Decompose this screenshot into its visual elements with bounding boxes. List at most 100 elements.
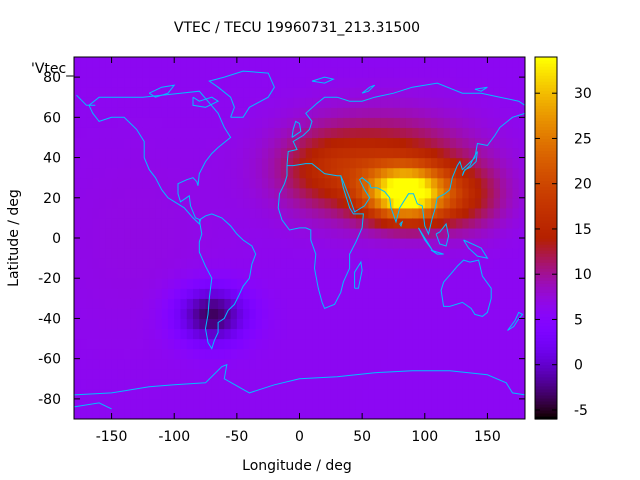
heatmap-cell: [362, 358, 369, 370]
heatmap-cell: [474, 348, 482, 360]
heatmap-cell: [481, 87, 489, 98]
heatmap-cell: [387, 117, 395, 128]
heatmap-cell: [499, 117, 507, 128]
heatmap-cell: [293, 378, 301, 390]
heatmap-cell: [274, 368, 282, 380]
heatmap-cell: [343, 298, 351, 309]
heatmap-cell: [437, 258, 445, 269]
colorbar-step: [535, 283, 557, 287]
heatmap-cell: [368, 87, 376, 98]
heatmap-cell: [130, 117, 138, 128]
heatmap-cell: [437, 288, 445, 299]
heatmap-cell: [211, 87, 219, 98]
heatmap-cell: [305, 137, 313, 149]
heatmap-cell: [337, 278, 344, 289]
heatmap-cell: [512, 308, 520, 320]
heatmap-cell: [261, 398, 269, 410]
heatmap-cell: [117, 177, 125, 189]
heatmap-cell: [111, 197, 119, 209]
heatmap-cell: [487, 248, 495, 259]
heatmap-cell: [92, 298, 100, 309]
heatmap-cell: [280, 288, 288, 299]
heatmap-cell: [487, 87, 495, 98]
heatmap-cell: [512, 127, 520, 139]
heatmap-cell: [374, 207, 382, 219]
colorbar-step: [535, 385, 557, 390]
heatmap-cell: [105, 197, 113, 209]
colorbar-step: [535, 198, 557, 203]
heatmap-cell: [499, 338, 507, 350]
heatmap-cell: [274, 227, 282, 239]
heatmap-cell: [105, 248, 113, 259]
heatmap-cell: [468, 107, 476, 118]
heatmap-cell: [412, 207, 420, 219]
colorbar-frame: [534, 56, 558, 420]
heatmap-cell: [111, 398, 119, 410]
heatmap-cell: [393, 177, 401, 189]
heatmap-cell: [199, 67, 207, 78]
heatmap-cell: [337, 167, 344, 179]
heatmap-cell: [86, 238, 94, 249]
heatmap-cell: [180, 217, 188, 229]
heatmap-cell: [343, 278, 351, 289]
heatmap-cell: [393, 258, 401, 269]
heatmap-cell: [374, 77, 382, 88]
heatmap-cell: [393, 197, 401, 209]
heatmap-cell: [399, 97, 407, 108]
heatmap-cell: [431, 258, 438, 269]
heatmap-cell: [236, 348, 244, 360]
heatmap-cell: [399, 328, 407, 340]
heatmap-cell: [349, 57, 357, 68]
heatmap-cell: [211, 328, 219, 340]
heatmap-cell: [161, 67, 169, 78]
heatmap-cell: [299, 177, 307, 189]
heatmap-cell: [431, 227, 438, 239]
heatmap-cell: [481, 318, 489, 330]
heatmap-cell: [487, 278, 495, 289]
heatmap-cell: [337, 177, 344, 189]
heatmap-cell: [380, 338, 388, 350]
heatmap-cell: [443, 388, 451, 400]
heatmap-cell: [149, 57, 157, 68]
heatmap-cell: [130, 167, 138, 179]
coastline-segment: [277, 163, 364, 310]
heatmap-cell: [130, 348, 138, 360]
heatmap-cell: [142, 258, 150, 269]
heatmap-cell: [243, 318, 250, 330]
colorbar-step: [535, 325, 557, 330]
heatmap-cell: [349, 378, 357, 390]
heatmap-cell: [268, 137, 276, 149]
heatmap-cell: [218, 278, 225, 289]
heatmap-cell: [205, 57, 213, 68]
heatmap-cell: [268, 408, 276, 419]
colorbar-step: [535, 250, 557, 254]
heatmap-cell: [443, 378, 451, 390]
heatmap-cell: [437, 137, 445, 149]
heatmap-cell: [481, 97, 489, 108]
heatmap-cell: [193, 388, 200, 400]
heatmap-cell: [293, 127, 301, 139]
heatmap-cell: [149, 338, 157, 350]
heatmap-cell: [487, 57, 495, 68]
heatmap-cell: [431, 137, 438, 149]
heatmap-cell: [305, 207, 313, 219]
heatmap-cell: [111, 298, 119, 309]
heatmap-cell: [211, 338, 219, 350]
heatmap-cell: [193, 107, 200, 118]
heatmap-cell: [449, 197, 457, 209]
heatmap-cell: [236, 187, 244, 199]
heatmap-cell: [330, 77, 338, 88]
heatmap-cell: [230, 217, 238, 229]
heatmap-cell: [293, 408, 301, 419]
heatmap-cell: [299, 97, 307, 108]
heatmap-cell: [243, 57, 250, 68]
heatmap-cell: [424, 248, 432, 259]
heatmap-cell: [149, 127, 157, 139]
heatmap-cell: [506, 328, 514, 340]
heatmap-cell: [387, 288, 395, 299]
colorbar-step: [535, 328, 557, 333]
coastline-segment: [148, 84, 176, 98]
heatmap-cell: [424, 157, 432, 169]
heatmap-cell: [393, 217, 401, 229]
heatmap-cell: [186, 167, 194, 179]
